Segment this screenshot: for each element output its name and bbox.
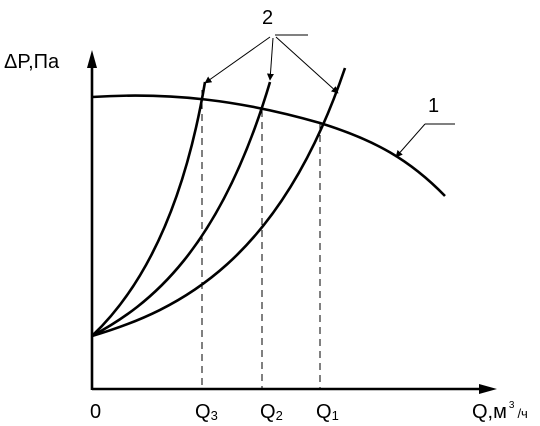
leader-1-b bbox=[395, 123, 426, 158]
network-curve-2 bbox=[91, 81, 272, 338]
leader-2-c bbox=[266, 37, 274, 81]
x-axis-label: Q,м 3/ч bbox=[472, 400, 528, 423]
flow-label-q1: Q1 bbox=[316, 401, 339, 423]
network-curve-1 bbox=[91, 67, 347, 338]
y-axis-arrow bbox=[87, 50, 97, 68]
y-axis-label: ΔP,Па bbox=[4, 51, 60, 73]
flow-label-q3: Q3 bbox=[195, 401, 218, 423]
x-axis-arrow bbox=[479, 384, 497, 394]
leader-2-b bbox=[204, 36, 271, 84]
leader-2-d bbox=[275, 36, 339, 94]
callout-label-1: 1 bbox=[428, 95, 439, 117]
origin-label: 0 bbox=[90, 401, 101, 423]
network-curve-3 bbox=[91, 81, 207, 337]
callout-label-2: 2 bbox=[262, 7, 273, 29]
flow-label-q2: Q2 bbox=[260, 401, 283, 423]
fan-curve bbox=[91, 94, 446, 197]
